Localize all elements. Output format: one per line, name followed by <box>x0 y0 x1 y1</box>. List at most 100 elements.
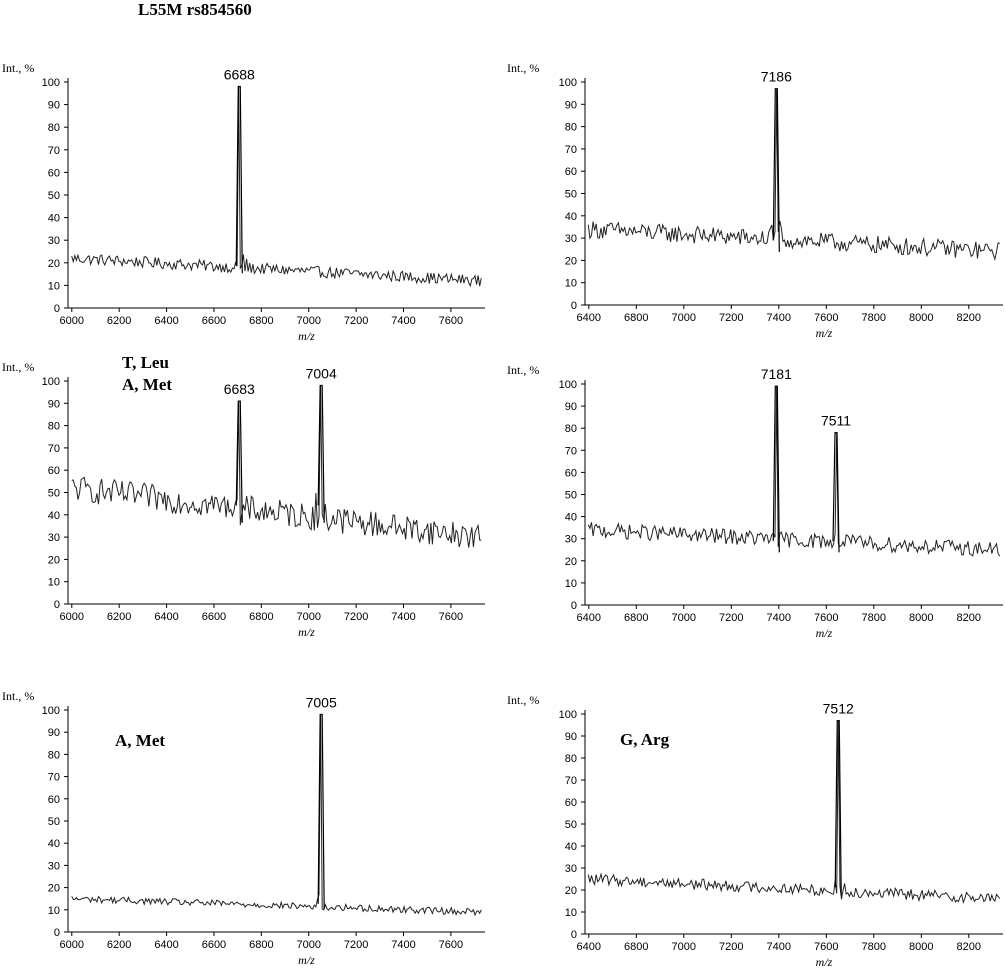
y-tick-label: 80 <box>48 122 60 134</box>
peak-label: 6683 <box>224 381 255 397</box>
x-tick-label: 7000 <box>296 315 320 327</box>
spectrum-panel-6: Int., % 0 10 20 30 40 50 60 70 80 90 100 6400 6800 700… <box>507 693 1003 969</box>
peak-mark <box>235 85 243 274</box>
y-tick-label: 60 <box>48 167 60 179</box>
y-tick-label: 60 <box>565 467 577 479</box>
x-tick-label: 6800 <box>624 941 648 953</box>
x-tick-label: 7800 <box>862 312 886 324</box>
x-tick-label: 7400 <box>767 941 791 953</box>
peak-label: 6688 <box>224 67 255 83</box>
y-tick-label: 40 <box>565 211 577 223</box>
x-tick-label: 7200 <box>719 612 743 624</box>
spectrum-trace <box>587 720 1001 905</box>
spectrum-trace <box>587 386 1001 557</box>
y-tick-label: 80 <box>48 421 60 433</box>
spectrum-trace <box>71 86 482 288</box>
y-tick-label: 60 <box>48 794 60 806</box>
peak-mark <box>832 432 840 553</box>
y-tick-label: 90 <box>48 100 60 112</box>
x-tick-label: 7400 <box>391 611 415 623</box>
x-tick-label: 7600 <box>814 941 838 953</box>
x-tick-label: 7200 <box>344 939 368 951</box>
x-tick-label: 8000 <box>909 612 933 624</box>
x-axis-label: m/z <box>816 626 833 640</box>
x-tick-label: 6200 <box>107 315 131 327</box>
spectrum-trace <box>587 88 1000 262</box>
x-tick-label: 7200 <box>719 941 743 953</box>
y-tick-label: 10 <box>565 907 577 919</box>
y-tick-label: 90 <box>565 401 577 413</box>
y-tick-label: 50 <box>565 819 577 831</box>
y-tick-label: 90 <box>48 398 60 410</box>
y-tick-label: 10 <box>48 905 60 917</box>
x-tick-label: 7800 <box>862 612 886 624</box>
spectrum-trace <box>71 714 482 917</box>
y-tick-label: 10 <box>48 577 60 589</box>
genotype-annotation: G, Arg <box>620 730 670 749</box>
x-tick-label: 8000 <box>909 941 933 953</box>
figure-title: L55M rs854560 <box>138 0 252 19</box>
x-tick-label: 7200 <box>344 315 368 327</box>
x-tick-label: 6400 <box>154 315 178 327</box>
genotype-annotation: T, Leu <box>122 353 169 372</box>
spectrum-panel-1: Int., % 0 10 20 30 40 50 60 70 80 90 100 6000 6200 640… <box>2 61 485 343</box>
x-tick-label: 7400 <box>391 315 415 327</box>
genotype-annotation: A, Met <box>122 375 172 394</box>
y-tick-label: 10 <box>565 278 577 290</box>
y-tick-label: 80 <box>565 122 577 134</box>
y-tick-label: 30 <box>48 860 60 872</box>
x-tick-label: 7200 <box>344 611 368 623</box>
y-tick-label: 60 <box>565 166 577 178</box>
y-tick-label: 90 <box>565 731 577 743</box>
x-tick-label: 6600 <box>202 315 226 327</box>
y-axis-label: Int., % <box>507 61 539 75</box>
x-tick-label: 6000 <box>60 611 84 623</box>
y-tick-label: 30 <box>565 233 577 245</box>
peak-label: 7511 <box>821 413 851 429</box>
y-tick-label: 80 <box>48 749 60 761</box>
y-tick-label: 0 <box>571 600 577 612</box>
x-tick-label: 6400 <box>154 939 178 951</box>
y-tick-label: 60 <box>48 465 60 477</box>
y-axis-label: Int., % <box>2 360 34 374</box>
x-axis-label: m/z <box>298 953 315 967</box>
y-axis-label: Int., % <box>507 693 539 707</box>
x-tick-label: 6600 <box>202 611 226 623</box>
y-tick-label: 80 <box>565 753 577 765</box>
y-tick-label: 20 <box>565 556 577 568</box>
x-tick-label: 7000 <box>672 941 696 953</box>
spectrum-panel-4: Int., % 0 10 20 30 40 50 60 70 80 90 100 6400 6800 700… <box>507 363 1003 640</box>
x-tick-label: 7400 <box>391 939 415 951</box>
x-tick-label: 6000 <box>60 939 84 951</box>
x-tick-label: 7400 <box>767 312 791 324</box>
y-tick-label: 100 <box>559 709 577 721</box>
x-tick-label: 7000 <box>672 312 696 324</box>
y-tick-label: 70 <box>48 772 60 784</box>
y-tick-label: 90 <box>48 727 60 739</box>
y-tick-label: 40 <box>48 838 60 850</box>
x-axis-label: m/z <box>298 329 315 343</box>
x-tick-label: 7600 <box>439 315 463 327</box>
y-tick-label: 100 <box>559 77 577 89</box>
x-tick-label: 6200 <box>107 939 131 951</box>
x-tick-label: 8000 <box>909 312 933 324</box>
x-axis-label: m/z <box>298 625 315 639</box>
y-tick-label: 0 <box>54 599 60 611</box>
x-tick-label: 7400 <box>767 612 791 624</box>
y-tick-label: 0 <box>54 303 60 315</box>
x-tick-label: 6800 <box>624 612 648 624</box>
y-tick-label: 20 <box>48 554 60 566</box>
peak-label: 7512 <box>823 701 854 717</box>
y-tick-label: 50 <box>48 816 60 828</box>
y-tick-label: 50 <box>565 189 577 201</box>
x-axis-label: m/z <box>816 326 833 340</box>
y-tick-label: 100 <box>42 705 60 717</box>
x-tick-label: 6200 <box>107 611 131 623</box>
y-tick-label: 0 <box>571 929 577 941</box>
y-tick-label: 70 <box>565 445 577 457</box>
x-axis-label: m/z <box>816 955 833 969</box>
y-tick-label: 100 <box>559 379 577 391</box>
peak-mark <box>772 88 780 252</box>
y-tick-label: 20 <box>565 885 577 897</box>
y-tick-label: 50 <box>565 490 577 502</box>
